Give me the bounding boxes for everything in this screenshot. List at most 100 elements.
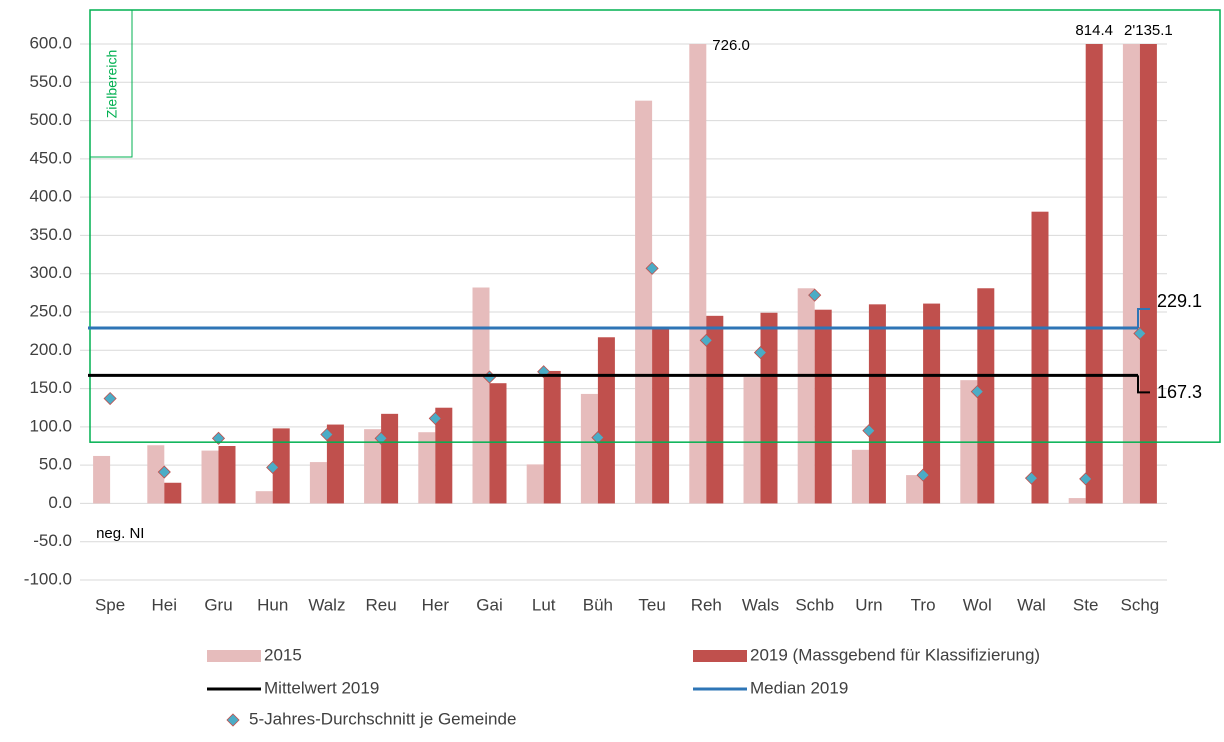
bar [906,475,924,504]
marker [374,431,388,445]
reference-label: 167.3 [1157,382,1202,402]
x-tick-label: Büh [583,595,613,614]
bar [597,337,615,504]
legend-swatch [207,650,261,662]
bar [580,393,598,504]
bar [977,288,995,504]
marker [1024,471,1039,485]
bar [851,449,869,504]
marker [645,261,659,275]
x-tick-label: Hei [152,595,178,614]
marker [916,468,930,482]
marker [753,346,768,360]
y-tick-label: 450.0 [29,148,72,167]
bar [923,303,941,504]
marker [970,385,984,399]
y-tick-label: 600.0 [29,33,72,52]
marker [103,391,117,406]
data-label: 814.4 [1075,22,1113,39]
y-tick-label: 500.0 [29,110,72,129]
bar [218,446,236,504]
x-tick-label: Wal [1017,595,1046,614]
bar [272,428,290,504]
bar [814,309,832,504]
marker [428,411,442,425]
legend-swatch [226,713,240,727]
y-tick-label: 550.0 [29,72,72,91]
x-tick-label: Gru [204,595,232,614]
x-tick-label: Reu [366,595,397,614]
x-tick-label: Reh [691,595,722,614]
bar [743,377,761,504]
y-tick-label: 150.0 [29,378,72,397]
bar [1031,211,1049,504]
target-zone [89,9,1221,443]
marker [808,288,822,302]
bar [635,100,653,504]
bar [255,491,273,504]
bar [526,464,544,504]
legend-swatch [693,650,747,662]
x-tick-label: Wals [742,595,779,614]
reference-bracket [1137,308,1150,329]
marker [862,424,876,438]
bar [147,445,165,504]
plot-area [93,44,1157,504]
grid [80,43,1167,581]
x-tick-label: Urn [855,595,882,614]
x-tick-label: Teu [638,595,665,614]
legend-label: Median 2019 [750,678,848,697]
bar [309,462,327,504]
x-tick-label: Lut [532,595,556,614]
legend-label: Mittelwert 2019 [264,678,379,697]
bar [706,315,724,504]
bar [164,482,182,504]
x-tick-label: Schg [1121,595,1160,614]
bar [364,429,382,504]
bar [418,432,436,504]
bar [1139,44,1157,504]
x-tick-label: Schb [795,595,834,614]
marker [266,460,280,475]
x-tick-label: Spe [95,595,125,614]
x-tick-label: Wol [963,595,992,614]
legend-label: 2019 (Massgebend für Klassifizierung) [750,645,1040,664]
x-tick-label: Walz [308,595,345,614]
bar [868,304,886,504]
y-tick-label: 350.0 [29,225,72,244]
data-label: 726.0 [712,37,750,54]
marker [699,333,713,347]
y-tick-label: 0.0 [48,493,72,512]
marker [157,465,171,479]
y-tick-label: -100.0 [24,569,72,588]
bar [201,450,219,504]
bar [326,424,344,504]
marker [211,431,226,445]
bar [689,44,707,504]
y-tick-label: 300.0 [29,263,72,282]
x-tick-label: Hun [257,595,288,614]
bar [93,455,111,504]
y-tick-label: 400.0 [29,187,72,206]
marker [537,365,551,379]
x-tick-label: Her [422,595,450,614]
target-zone-label: Zielbereich [104,50,120,118]
x-tick-label: Gai [476,595,502,614]
bar [1122,44,1140,504]
reference-label: 229.1 [1157,291,1202,311]
target-zone-label-box [89,9,133,158]
overlay: -100.0 -50.0 0.0 50.0 100.0 150.0 200.0 250.0 30… [24,9,1221,728]
bar [1085,44,1103,504]
data-label: 2'135.1 [1124,22,1173,39]
y-tick-label: 200.0 [29,340,72,359]
marker [1133,326,1147,341]
bar [797,288,815,504]
annotation: neg. NI [96,525,144,542]
bar [435,407,453,504]
y-tick-label: 250.0 [29,301,72,320]
reference-bracket [1137,375,1150,394]
x-tick-label: Tro [911,595,936,614]
marker [591,431,605,445]
bar [543,370,561,504]
